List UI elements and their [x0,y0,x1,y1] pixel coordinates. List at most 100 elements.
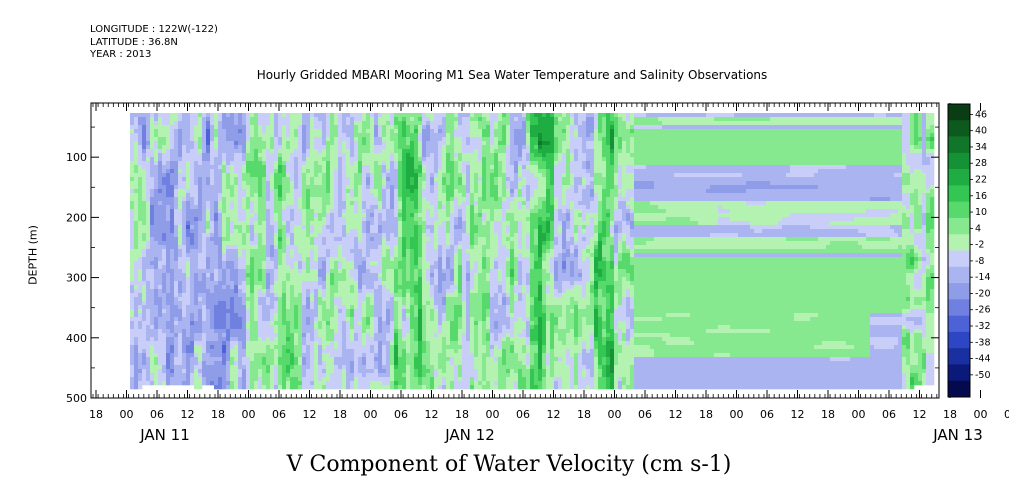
field-cell [318,249,323,254]
field-cell [214,113,219,118]
field-cell [302,257,307,262]
field-cell [278,217,283,222]
field-cell [378,381,383,386]
field-cell [154,357,159,362]
field-cell [286,261,291,266]
field-cell [358,153,363,158]
field-cell [378,205,383,210]
field-cell [298,373,303,378]
field-cell [362,145,367,150]
field-cell [266,237,271,242]
field-cell [242,329,247,334]
field-cell [270,181,275,186]
field-cell [170,281,175,286]
field-cell [194,153,199,158]
field-cell [154,277,159,282]
field-cell [406,369,411,374]
field-cell [238,329,243,334]
field-cell [242,233,247,238]
field-cell [314,361,319,366]
field-cell [270,381,275,386]
field-cell [290,241,295,246]
field-cell [346,153,351,158]
field-cell [198,229,203,234]
field-cell [238,289,243,294]
field-cell [402,313,407,318]
field-cell [402,293,407,298]
field-cell [230,241,235,246]
field-cell [154,361,159,366]
field-cell [142,185,147,190]
field-cell [362,261,367,266]
field-cell [134,369,139,374]
field-cell [302,301,307,306]
field-cell [338,301,343,306]
field-cell [258,261,263,266]
field-cell [162,329,167,334]
field-cell [210,225,215,230]
field-cell [290,265,295,270]
field-cell [218,365,223,370]
field-cell [186,265,191,270]
field-cell [338,161,343,166]
field-cell [130,145,135,150]
field-cell [182,253,187,258]
field-cell [166,217,171,222]
field-cell [322,313,327,318]
field-cell [182,265,187,270]
field-cell [186,341,191,346]
field-cell [230,145,235,150]
field-cell [350,305,355,310]
field-cell [306,117,311,122]
field-cell [302,325,307,330]
field-cell [410,309,415,314]
field-cell [254,217,259,222]
field-cell [198,269,203,274]
field-cell [326,137,331,142]
field-cell [370,249,375,254]
field-cell [158,345,163,350]
field-cell [354,349,359,354]
field-cell [158,349,163,354]
field-cell [130,141,135,146]
field-cell [138,217,143,222]
field-cell [398,221,403,226]
field-cell [286,117,291,122]
field-cell [414,357,419,362]
field-cell [318,273,323,278]
field-cell [234,333,239,338]
field-cell [418,153,423,158]
field-cell [194,137,199,142]
field-cell [366,365,371,370]
field-cell [298,133,303,138]
field-cell [338,297,343,302]
field-cell [270,161,275,166]
field-cell [414,157,419,162]
field-cell [134,113,139,118]
field-cell [138,337,143,342]
field-cell [402,373,407,378]
field-cell [190,145,195,150]
field-cell [382,257,387,262]
field-cell [350,209,355,214]
field-cell [130,285,135,290]
field-cell [134,145,139,150]
field-cell [166,133,171,138]
field-cell [258,317,263,322]
field-cell [338,201,343,206]
field-cell [174,181,179,186]
field-cell [302,313,307,318]
field-cell [210,141,215,146]
field-cell [254,185,259,190]
field-cell [394,361,399,366]
field-cell [218,197,223,202]
field-cell [414,349,419,354]
field-cell [222,213,227,218]
field-cell [314,201,319,206]
field-cell [362,289,367,294]
field-cell [150,121,155,126]
field-cell [394,237,399,242]
field-cell [274,201,279,206]
field-cell [254,137,259,142]
field-cell [374,161,379,166]
